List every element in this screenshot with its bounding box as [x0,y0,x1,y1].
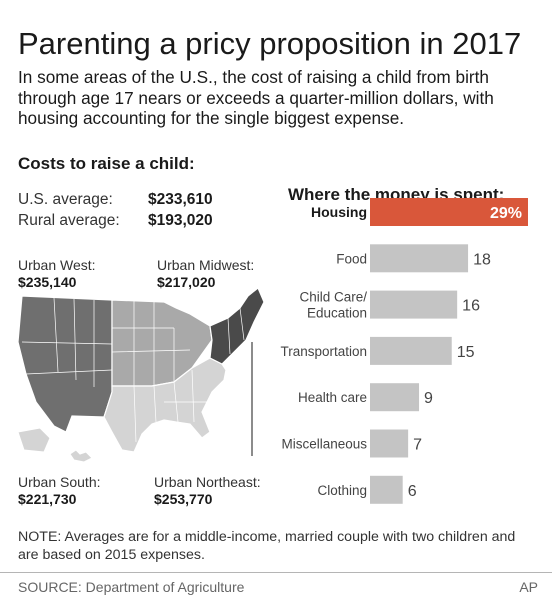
costs-heading: Costs to raise a child: [18,154,195,173]
value-label-6: 6 [408,483,417,500]
bar-1 [370,244,469,273]
value-label-0: 29% [490,205,522,222]
value-label-1: 18 [473,251,491,268]
bar-4 [370,383,420,412]
category-label-4: Health care [298,390,367,405]
value-label-3: 15 [457,344,475,361]
us-average-label: U.S. average: [18,191,113,208]
south-label: Urban South: [18,474,101,490]
northeast-label: Urban Northeast: [154,474,261,490]
chart-subtitle: In some areas of the U.S., the cost of r… [18,67,494,128]
region-west [17,295,113,433]
chart-title: Parenting a pricy proposition in 2017 [18,26,522,61]
category-label-5: Miscellaneous [281,437,367,452]
west-label: Urban West: [18,257,96,273]
us-region-map [17,287,265,463]
source-credit: SOURCE: Department of Agriculture [18,579,245,595]
footnote: NOTE: Averages are for a middle-income, … [18,529,516,563]
state-borders [21,297,245,443]
category-label-1: Food [336,251,367,266]
west-value: $235,140 [18,274,77,290]
category-label-0: Housing [311,204,367,220]
value-label-2: 16 [462,298,480,315]
region-south-hawaii [69,449,93,463]
value-label-5: 7 [413,437,422,454]
midwest-value: $217,020 [157,274,216,290]
bar-2 [370,290,458,319]
footer-divider [0,572,552,573]
rural-average-label: Rural average: [18,212,120,229]
bar-3 [370,336,452,365]
south-value: $221,730 [18,491,77,507]
bar-0 [370,198,528,226]
spending-bar-chart: Where the money is spent: Housing 29%Food… [280,188,528,504]
region-south [103,357,227,453]
category-label-2: Child Care/Education [299,290,367,321]
bar-6 [370,475,403,504]
us-average-value: $233,610 [148,191,213,208]
value-label-4: 9 [424,390,433,407]
category-label-3: Transportation [280,344,367,359]
midwest-label: Urban Midwest: [157,257,255,273]
region-northeast [209,287,265,365]
category-label-6: Clothing [317,483,367,498]
bar-5 [370,429,409,458]
northeast-value: $253,770 [154,491,213,507]
agency-credit: AP [519,579,538,595]
rural-average-value: $193,020 [148,212,213,229]
region-south-alaska [17,427,51,453]
